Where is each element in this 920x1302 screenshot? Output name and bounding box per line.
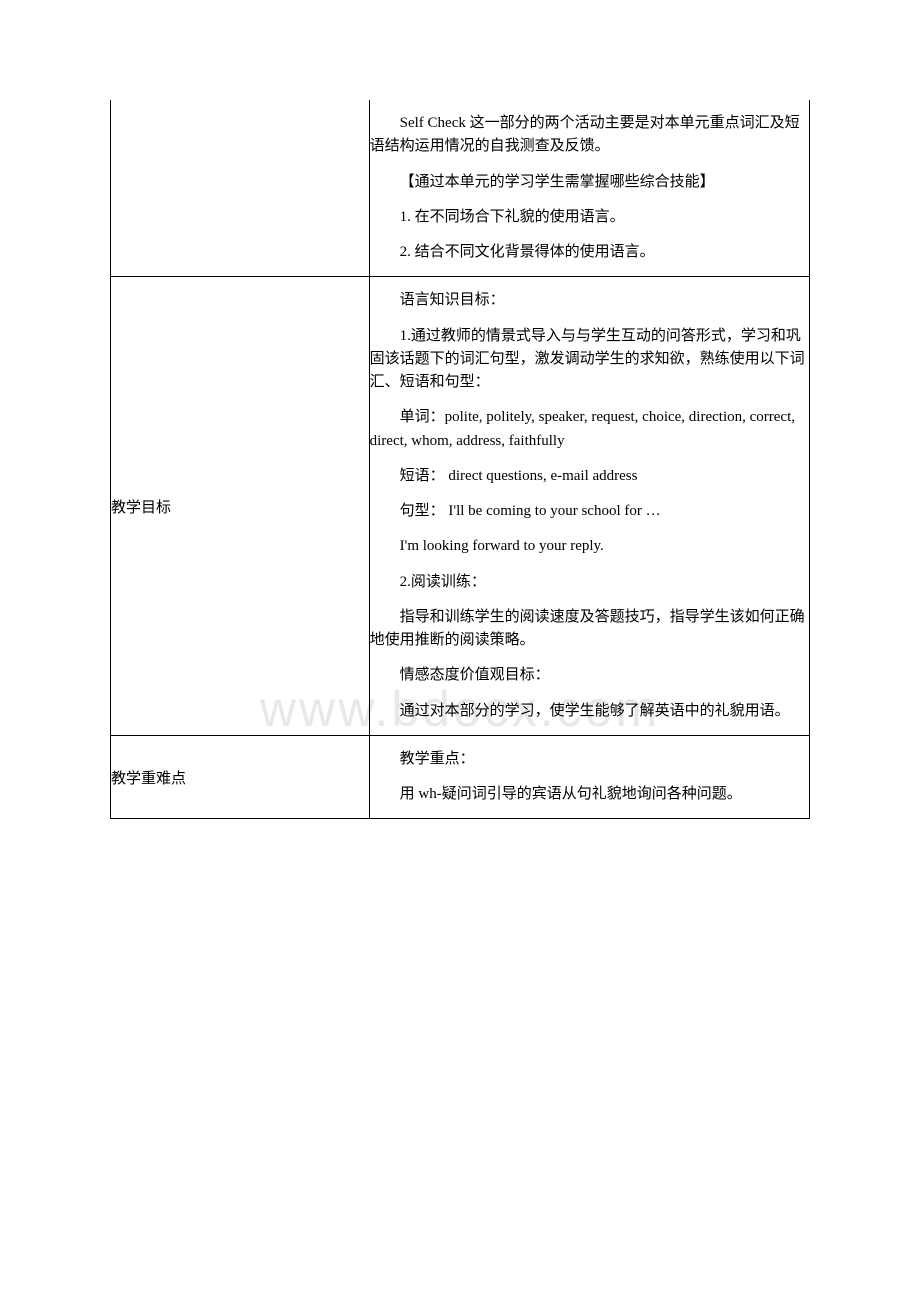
paragraph: 语言知识目标： [370,289,809,312]
paragraph: I'm looking forward to your reply. [370,535,809,558]
paragraph: 通过对本部分的学习，使学生能够了解英语中的礼貌用语。 [370,700,809,723]
lesson-plan-table: Self Check 这一部分的两个活动主要是对本单元重点词汇及短语结构运用情况… [110,100,810,819]
paragraph: 句型： I'll be coming to your school for … [370,500,809,523]
paragraph: 短语： direct questions, e-mail address [370,465,809,488]
document-content: Self Check 这一部分的两个活动主要是对本单元重点词汇及短语结构运用情况… [110,100,810,819]
paragraph: 用 wh-疑问词引导的宾语从句礼貌地询问各种问题。 [370,783,809,806]
paragraph: 教学重点： [370,748,809,771]
table-row: 教学目标 语言知识目标： 1.通过教师的情景式导入与与学生互动的问答形式，学习和… [111,277,810,736]
table-row: 教学重难点 教学重点： 用 wh-疑问词引导的宾语从句礼貌地询问各种问题。 [111,735,810,819]
row-content-cell: 语言知识目标： 1.通过教师的情景式导入与与学生互动的问答形式，学习和巩固该话题… [369,277,809,736]
paragraph: 情感态度价值观目标： [370,664,809,687]
paragraph: 指导和训练学生的阅读速度及答题技巧，指导学生该如何正确地使用推断的阅读策略。 [370,606,809,653]
row-label-cell: 教学重难点 [111,735,370,819]
row-label-cell [111,100,370,277]
row-content-cell: Self Check 这一部分的两个活动主要是对本单元重点词汇及短语结构运用情况… [369,100,809,277]
paragraph: 2.阅读训练： [370,571,809,594]
paragraph: 2. 结合不同文化背景得体的使用语言。 [370,241,809,264]
paragraph: 【通过本单元的学习学生需掌握哪些综合技能】 [370,171,809,194]
paragraph: 单词：polite, politely, speaker, request, c… [370,406,809,453]
table-row: Self Check 这一部分的两个活动主要是对本单元重点词汇及短语结构运用情况… [111,100,810,277]
paragraph: 1.通过教师的情景式导入与与学生互动的问答形式，学习和巩固该话题下的词汇句型，激… [370,325,809,395]
paragraph: Self Check 这一部分的两个活动主要是对本单元重点词汇及短语结构运用情况… [370,112,809,159]
paragraph: 1. 在不同场合下礼貌的使用语言。 [370,206,809,229]
row-label-cell: 教学目标 [111,277,370,736]
row-content-cell: 教学重点： 用 wh-疑问词引导的宾语从句礼貌地询问各种问题。 [369,735,809,819]
